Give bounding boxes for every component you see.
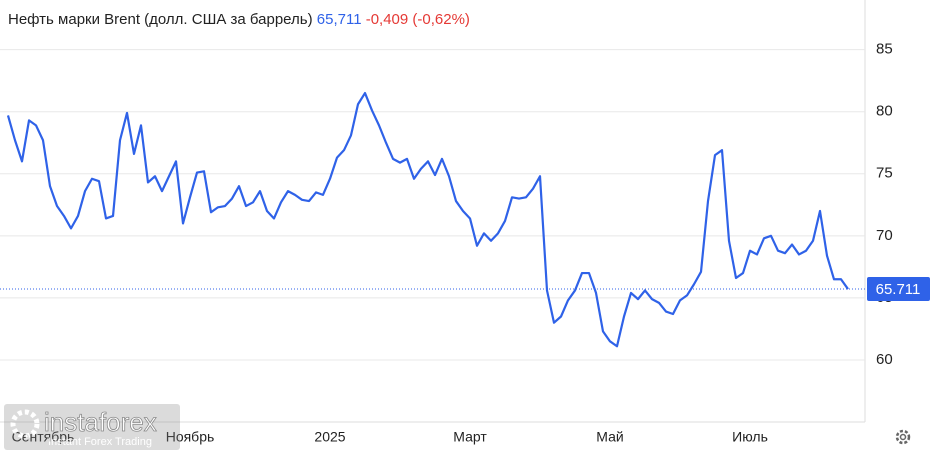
x-tick-label: Сентябрь (12, 429, 75, 445)
price-line (6, 91, 849, 348)
x-tick-label: Март (453, 429, 487, 445)
watermark-logo (10, 409, 40, 439)
gear[interactable] (895, 429, 911, 445)
chart-title: Нефть марки Brent (долл. США за баррель) (8, 11, 313, 28)
x-tick-label: 2025 (314, 429, 345, 445)
y-tick-label: 75 (876, 165, 893, 182)
watermark-tagline: Instant Forex Trading (48, 436, 152, 448)
x-tick-label: Июль (732, 429, 768, 445)
y-tick-label: 80 (876, 103, 893, 120)
watermark-brand: instaforex (44, 407, 157, 437)
y-tick-label: 85 (876, 41, 893, 58)
y-tick-label: 70 (876, 227, 893, 244)
price: 65,711 (317, 11, 362, 28)
last-price-label: 65.711 (876, 281, 921, 298)
price-change: -0,409 (-0,62%) (366, 11, 470, 28)
gear-hub[interactable] (899, 433, 907, 441)
watermark: instaforex Instant Forex Trading (4, 404, 180, 450)
x-tick-label: Ноябрь (166, 429, 215, 445)
watermark-bg (4, 404, 180, 450)
y-tick-label: 60 (876, 351, 893, 368)
last-price-badge (867, 277, 930, 302)
settings-icon[interactable] (895, 429, 911, 445)
x-tick-label: Май (596, 429, 623, 445)
chart-header: Нефть марки Brent (долл. США за баррель)… (8, 11, 470, 28)
